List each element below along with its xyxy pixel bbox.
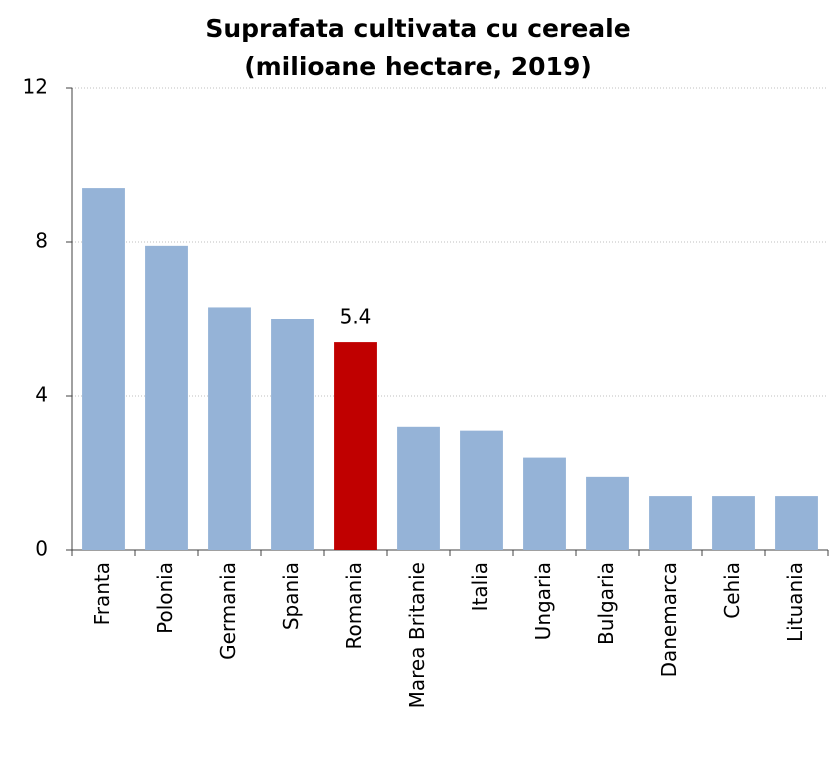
data-label: 5.4 — [340, 305, 372, 329]
bar — [775, 496, 818, 550]
y-tick-label: 12 — [23, 75, 48, 99]
bar — [208, 307, 251, 550]
bar — [523, 457, 566, 550]
y-tick-label: 4 — [35, 383, 48, 407]
y-tick-label: 0 — [35, 537, 48, 561]
bar — [712, 496, 755, 550]
bar — [82, 188, 125, 550]
x-tick-label: Polonia — [153, 562, 177, 634]
x-tick-label: Marea Britanie — [405, 562, 429, 708]
x-tick-label: Lituania — [783, 562, 807, 642]
bar — [586, 476, 629, 550]
chart-title: (milioane hectare, 2019) — [244, 52, 592, 81]
bar — [145, 245, 188, 550]
bar — [397, 426, 440, 550]
x-tick-label: Danemarca — [657, 562, 681, 677]
x-tick-label: Italia — [468, 562, 492, 611]
bar — [271, 319, 314, 550]
x-tick-label: Germania — [216, 562, 240, 660]
bar — [334, 342, 377, 550]
x-tick-label: Romania — [342, 562, 366, 649]
bar — [649, 496, 692, 550]
x-tick-label: Bulgaria — [594, 562, 618, 645]
x-tick-label: Spania — [279, 562, 303, 630]
y-tick-label: 8 — [35, 229, 48, 253]
x-tick-label: Franta — [90, 562, 114, 625]
chart-title: Suprafata cultivata cu cereale — [205, 14, 630, 43]
bar — [460, 430, 503, 550]
x-tick-label: Cehia — [720, 562, 744, 619]
x-tick-label: Ungaria — [531, 562, 555, 640]
